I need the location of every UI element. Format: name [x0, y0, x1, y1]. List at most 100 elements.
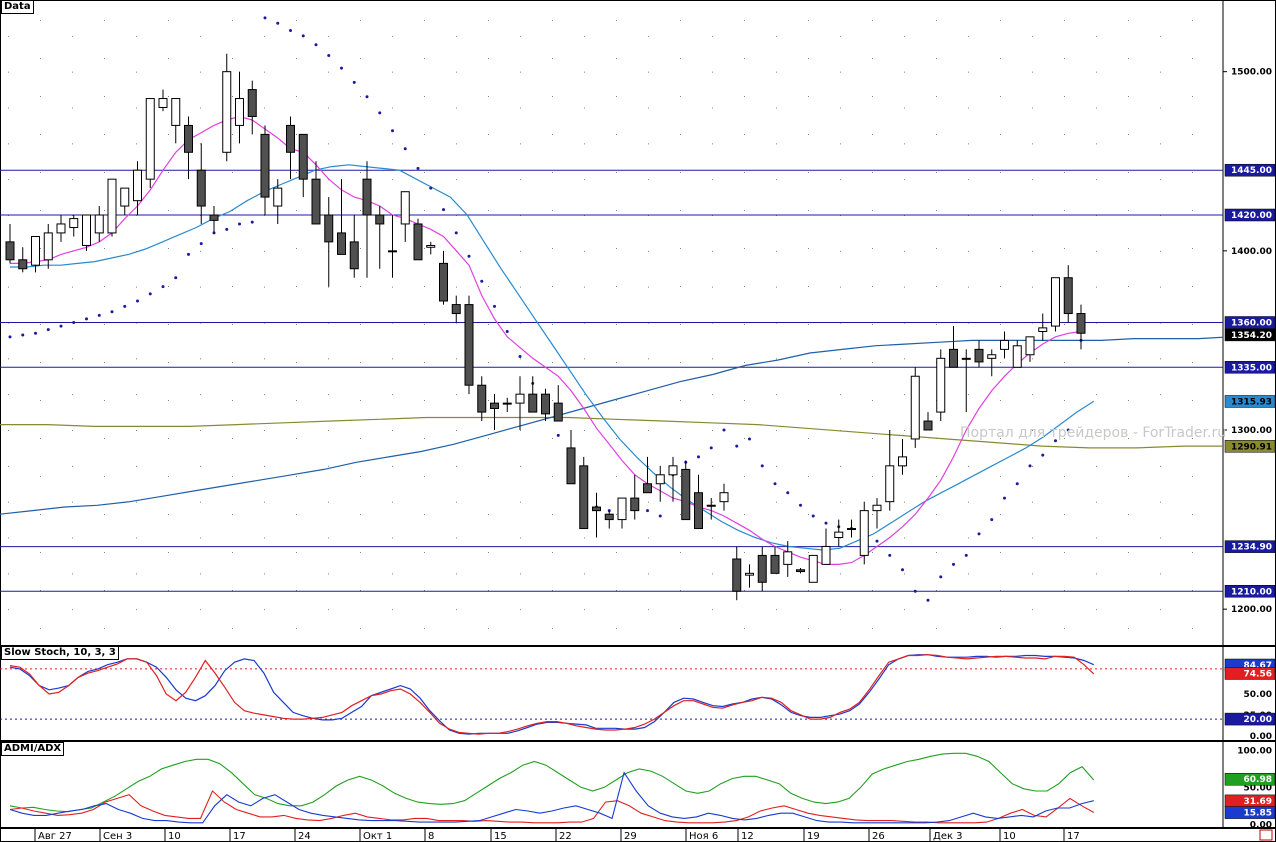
- grid-dot: [392, 358, 393, 360]
- grid-dot: [424, 172, 425, 173]
- grid-dot: [104, 96, 105, 97]
- candle-body: [349, 241, 359, 270]
- grid-dot: [552, 590, 553, 591]
- grid-dot: [808, 590, 809, 591]
- grid-dot: [200, 35, 201, 37]
- candle-body: [196, 169, 206, 207]
- candle-body: [5, 241, 15, 261]
- sar-dot: [352, 80, 356, 84]
- grid-dot: [936, 96, 937, 97]
- grid-dot: [1160, 573, 1161, 575]
- sar-dot: [289, 28, 292, 32]
- candle-body: [298, 133, 308, 180]
- grid-dot: [40, 286, 41, 287]
- grid-dot: [808, 286, 809, 287]
- grid-dot: [680, 210, 681, 211]
- candle-body: [464, 304, 474, 386]
- grid-dot: [1192, 210, 1193, 211]
- grid-dot: [616, 58, 617, 59]
- candle-body: [324, 214, 334, 243]
- adx-value-label: 31.69: [1244, 797, 1272, 807]
- grid-dot: [1000, 628, 1001, 629]
- grid-dot: [1160, 465, 1161, 467]
- grid-dot: [872, 324, 873, 325]
- grid-dot: [360, 400, 361, 401]
- candle-body: [375, 214, 385, 225]
- grid-dot: [1000, 400, 1001, 401]
- grid-dot: [776, 286, 777, 288]
- sar-dot: [926, 598, 930, 602]
- grid-dot: [1096, 71, 1097, 73]
- grid-dot: [776, 107, 777, 109]
- grid-dot: [1032, 465, 1033, 467]
- candle-body: [1076, 313, 1086, 334]
- grid-dot: [552, 552, 553, 553]
- grid-dot: [40, 172, 41, 173]
- grid-dot: [40, 590, 41, 591]
- grid-dot: [136, 501, 137, 503]
- grid-dot: [1128, 134, 1129, 135]
- grid-dot: [232, 514, 233, 515]
- candle-body: [834, 531, 844, 538]
- grid-dot: [904, 573, 905, 575]
- grid-dot: [680, 324, 681, 325]
- grid-dot: [1160, 609, 1161, 611]
- grid-dot: [552, 476, 553, 477]
- grid-dot: [744, 514, 745, 515]
- grid-dot: [968, 250, 969, 252]
- candle-body: [885, 465, 895, 503]
- grid-dot: [552, 362, 553, 363]
- grid-dot: [776, 501, 777, 503]
- candle-body: [604, 513, 614, 521]
- grid-dot: [360, 476, 361, 477]
- grid-dot: [616, 96, 617, 97]
- grid-dot: [968, 143, 969, 145]
- grid-dot: [1160, 501, 1161, 503]
- candle-body: [872, 504, 882, 512]
- grid-dot: [680, 172, 681, 173]
- grid-dot: [744, 476, 745, 477]
- grid-dot: [1160, 107, 1161, 109]
- grid-dot: [1160, 71, 1161, 73]
- grid-dot: [680, 552, 681, 553]
- grid-dot: [1128, 210, 1129, 211]
- grid-dot: [648, 71, 649, 73]
- grid-dot: [680, 58, 681, 59]
- candle-body: [145, 98, 155, 180]
- stoch-d-line: [9, 654, 1095, 735]
- grid-dot: [744, 172, 745, 173]
- grid-dot: [200, 465, 201, 467]
- sar-dot: [722, 428, 726, 432]
- grid-dot: [1096, 430, 1097, 431]
- grid-dot: [712, 143, 713, 145]
- candle-body: [668, 465, 678, 476]
- grid-dot: [200, 609, 201, 611]
- candle-body: [69, 218, 79, 229]
- grid-dot: [808, 324, 809, 325]
- grid-dot: [104, 324, 105, 325]
- grid-dot: [328, 394, 329, 396]
- grid-dot: [1064, 590, 1065, 591]
- grid-dot: [904, 71, 905, 73]
- grid-dot: [104, 476, 105, 477]
- grid-dot: [392, 609, 393, 611]
- grid-dot: [1160, 179, 1161, 181]
- grid-dot: [8, 35, 9, 37]
- grid-dot: [72, 358, 73, 360]
- sar-dot: [1041, 453, 1045, 457]
- grid-dot: [1128, 552, 1129, 553]
- grid-dot: [712, 573, 713, 575]
- scroll-corner-button: [1259, 829, 1273, 841]
- candle-body: [681, 468, 691, 521]
- grid-dot: [1192, 476, 1193, 477]
- grid-dot: [1192, 400, 1193, 401]
- grid-dot: [840, 609, 841, 611]
- candle-body: [808, 554, 818, 583]
- grid-dot: [232, 400, 233, 401]
- grid-dot: [872, 362, 873, 363]
- grid-dot: [744, 590, 745, 591]
- candle-body: [286, 124, 295, 153]
- grid-dot: [264, 71, 265, 73]
- candle-body: [630, 497, 640, 512]
